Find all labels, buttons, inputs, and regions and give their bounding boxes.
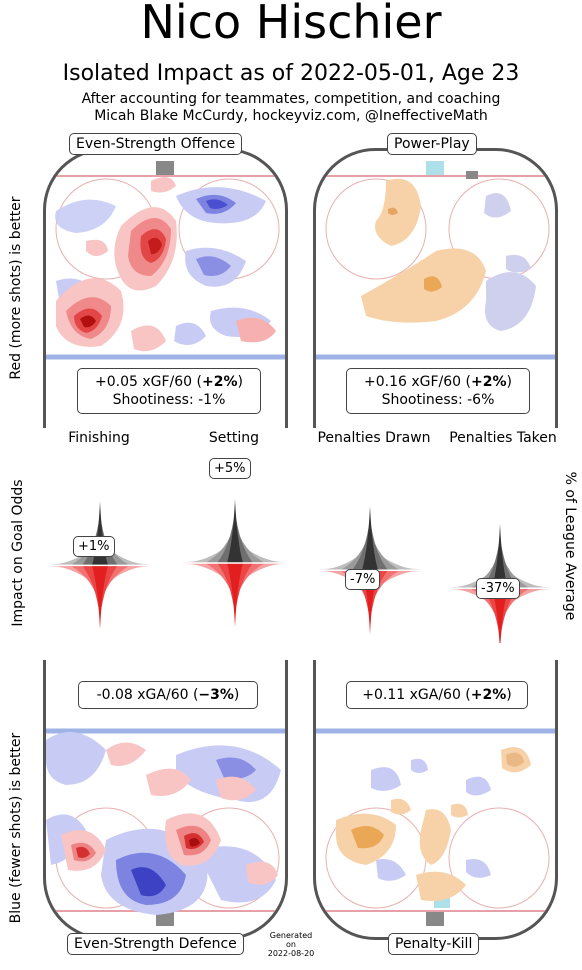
- penalty-kill-close: ): [506, 687, 512, 703]
- penalty-kill-xg: +0.11 xGA/60 (: [362, 687, 471, 703]
- power-play-shootiness: Shootiness: -6%: [381, 392, 495, 408]
- violin-value-label-0: +1%: [73, 536, 115, 557]
- power-play-label: Power-Play: [387, 133, 477, 155]
- generated-note: Generated on 2022-08-20: [264, 931, 318, 958]
- generated-line-2: on: [286, 940, 296, 949]
- es-defence-label: Even-Strength Defence: [67, 933, 244, 955]
- penalty-kill-pct: +2%: [470, 687, 507, 703]
- es-defence-heatmap: [46, 728, 285, 926]
- es-offence-close: ): [237, 374, 243, 390]
- col-label-3: Penalties Taken: [449, 430, 557, 446]
- es-offence-heatmap: [46, 161, 285, 360]
- penalty-kill-statbox: +0.11 xGA/60 (+2%): [346, 681, 528, 709]
- violin-lower-band-1-4: [227, 563, 243, 627]
- es-offence-xg: +0.05 xGF/60 (: [95, 374, 202, 390]
- power-play-close: ): [506, 374, 512, 390]
- page-title: Nico Hischier: [140, 0, 442, 49]
- col-label-0: Finishing: [68, 430, 130, 446]
- top-left-axis-label: Red (more shots) is better: [8, 196, 24, 380]
- power-play-pct: +2%: [471, 374, 507, 390]
- power-play-xg: +0.16 xGF/60 (: [364, 374, 471, 390]
- violin-lower-band-3-4: [492, 588, 508, 643]
- es-offence-pct: +2%: [202, 374, 238, 390]
- col-label-2: Penalties Drawn: [317, 430, 431, 446]
- violin-upper-band-3-4: [492, 524, 508, 589]
- es-defence-xg: -0.08 xGA/60 (: [96, 687, 199, 703]
- generated-date: 2022-08-20: [267, 949, 315, 958]
- es-defence-statbox: -0.08 xGA/60 (−3%): [78, 681, 258, 709]
- power-play-statbox: +0.16 xGF/60 (+2%) Shootiness: -6%: [346, 368, 530, 414]
- col-label-1: Setting: [208, 430, 260, 446]
- bottom-left-axis-label: Blue (fewer shots) is better: [8, 732, 24, 924]
- penalty-kill-label: Penalty-Kill: [388, 933, 480, 955]
- violin-value-label-2: -7%: [345, 569, 381, 590]
- generated-line-1: Generated: [269, 931, 313, 940]
- credit-line-1: After accounting for teammates, competit…: [81, 91, 501, 107]
- violin-value-label-1: +5%: [209, 458, 251, 479]
- credit-line-2: Micah Blake McCurdy, hockeyviz.com, @Ine…: [94, 108, 488, 124]
- violin-lower-band-0-4: [92, 565, 108, 630]
- violin-value-label-3: -37%: [476, 578, 520, 599]
- penalty-kill-heatmap: [316, 728, 555, 926]
- es-defence-pct: −3%: [198, 687, 234, 703]
- es-offence-rink: [43, 148, 288, 428]
- es-offence-statbox: +0.05 xGF/60 (+2%) Shootiness: -1%: [77, 368, 261, 414]
- es-defence-close: ): [233, 687, 240, 703]
- power-play-heatmap: [316, 161, 555, 360]
- es-offence-label: Even-Strength Offence: [69, 133, 243, 155]
- middle-left-axis-label: Impact on Goal Odds: [10, 479, 26, 627]
- es-offence-shootiness: Shootiness: -1%: [112, 392, 226, 408]
- violin-upper-band-1-4: [227, 499, 243, 563]
- page-subtitle: Isolated Impact as of 2022-05-01, Age 23: [62, 61, 520, 86]
- violin-upper-band-2-4: [362, 506, 378, 571]
